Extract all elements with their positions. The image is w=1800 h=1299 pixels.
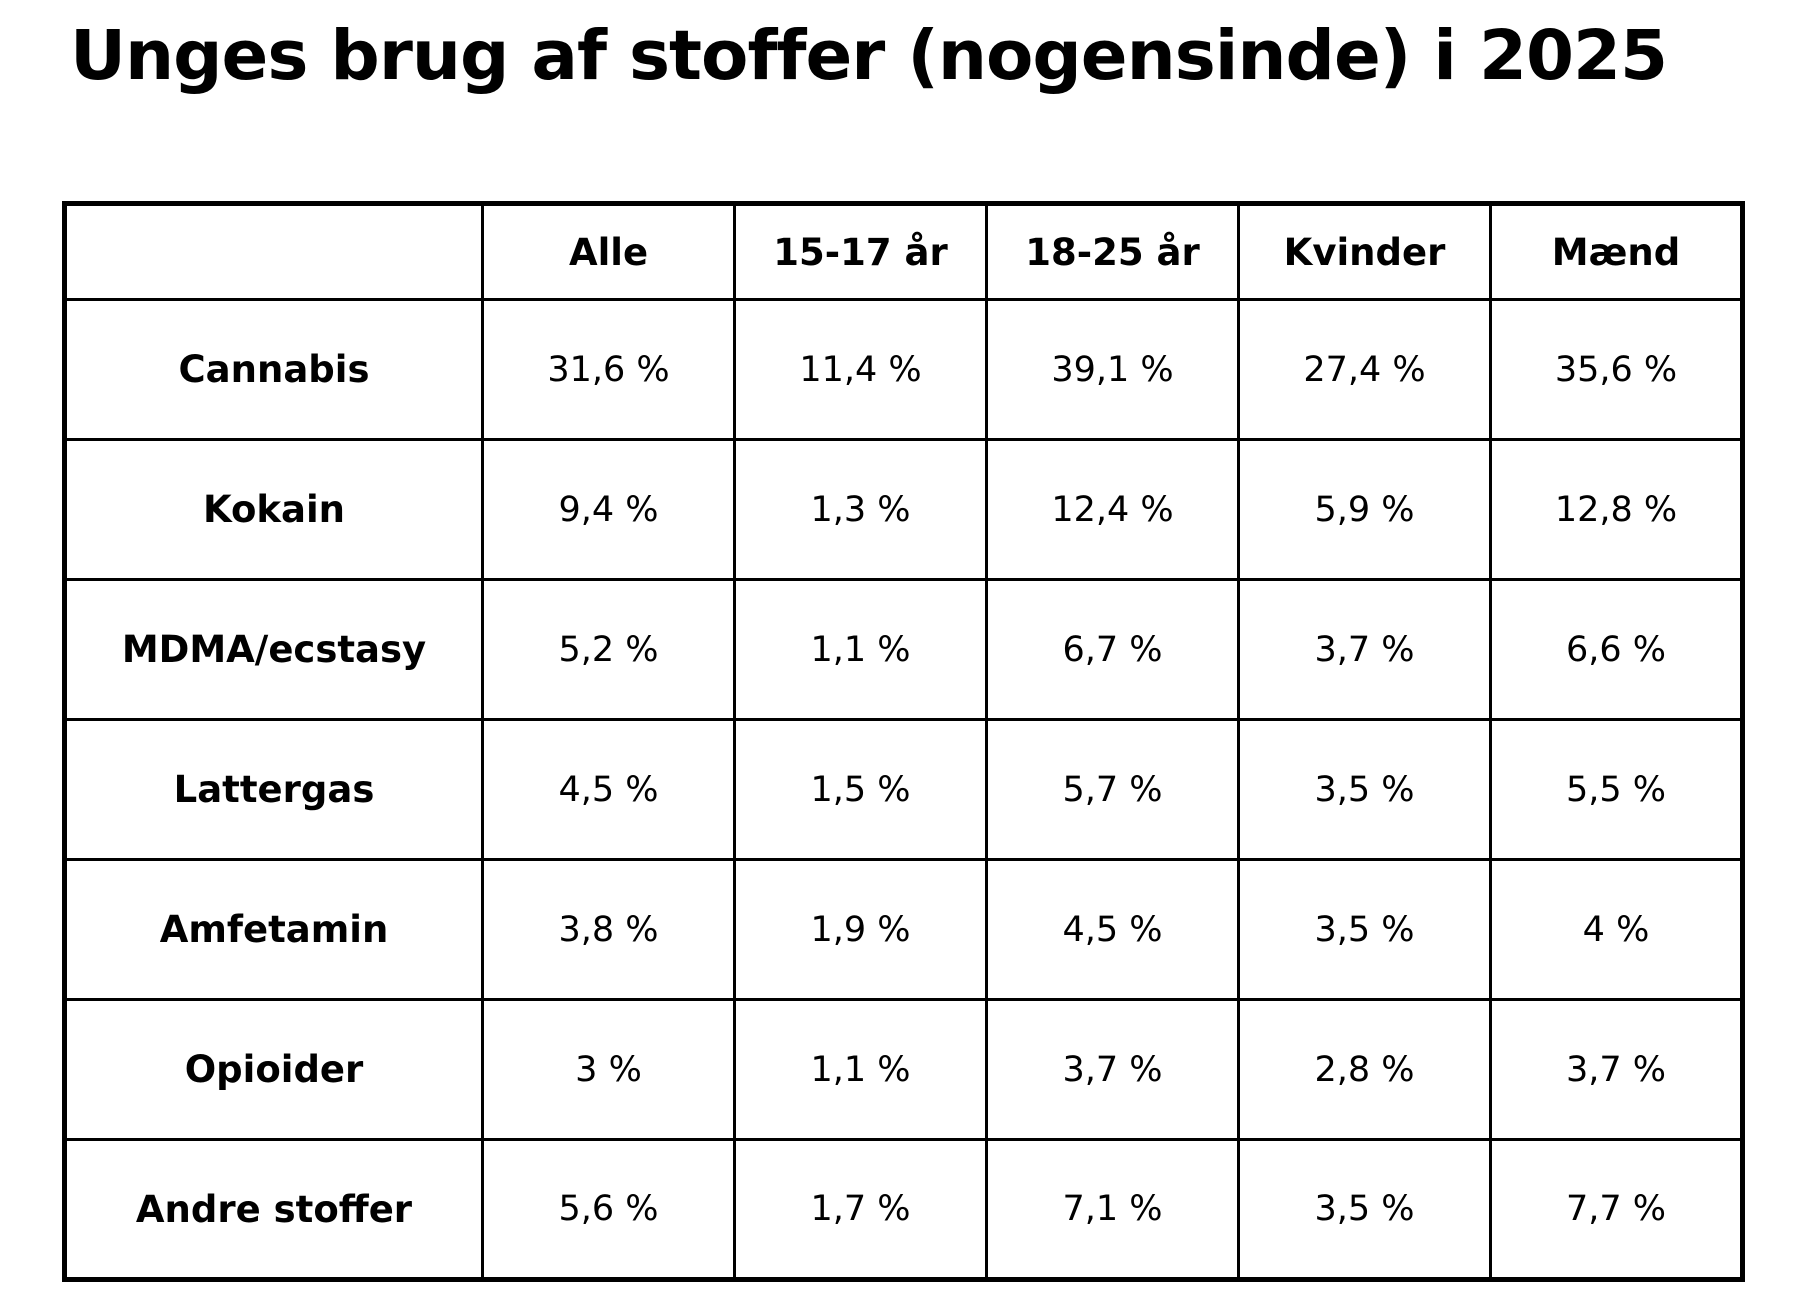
cell-value: 12,4 % [985,438,1240,581]
column-header-maend: Mænd [1489,202,1744,301]
column-header-15-17: 15-17 år [733,202,988,301]
cell-value: 31,6 % [481,298,736,441]
column-header-empty [63,202,484,301]
cell-value: 35,6 % [1489,298,1744,441]
column-header-kvinder: Kvinder [1237,202,1492,301]
cell-value: 39,1 % [985,298,1240,441]
row-label: MDMA/ecstasy [63,578,484,721]
cell-value: 2,8 % [1237,998,1492,1141]
row-label: Cannabis [63,298,484,441]
cell-value: 7,7 % [1489,1138,1744,1281]
cell-value: 11,4 % [733,298,988,441]
page-title: Unges brug af stoffer (nogensinde) i 202… [70,16,1668,96]
cell-value: 3,5 % [1237,1138,1492,1281]
cell-value: 5,5 % [1489,718,1744,861]
cell-value: 1,9 % [733,858,988,1001]
row-label: Kokain [63,438,484,581]
row-label: Andre stoffer [63,1138,484,1281]
cell-value: 3 % [481,998,736,1141]
cell-value: 7,1 % [985,1138,1240,1281]
table-row-cannabis: Cannabis 31,6 % 11,4 % 39,1 % 27,4 % 35,… [63,298,1744,441]
cell-value: 4 % [1489,858,1744,1001]
table-row-kokain: Kokain 9,4 % 1,3 % 12,4 % 5,9 % 12,8 % [63,438,1744,581]
table-row-opioider: Opioider 3 % 1,1 % 3,7 % 2,8 % 3,7 % [63,998,1744,1141]
cell-value: 6,7 % [985,578,1240,721]
cell-value: 1,1 % [733,998,988,1141]
row-label: Amfetamin [63,858,484,1001]
cell-value: 5,2 % [481,578,736,721]
cell-value: 1,3 % [733,438,988,581]
table-row-lattergas: Lattergas 4,5 % 1,5 % 5,7 % 3,5 % 5,5 % [63,718,1744,861]
table-row-andre-stoffer: Andre stoffer 5,6 % 1,7 % 7,1 % 3,5 % 7,… [63,1138,1744,1281]
cell-value: 4,5 % [985,858,1240,1001]
column-header-alle: Alle [481,202,736,301]
cell-value: 6,6 % [1489,578,1744,721]
table-row-mdma: MDMA/ecstasy 5,2 % 1,1 % 6,7 % 3,7 % 6,6… [63,578,1744,721]
cell-value: 1,1 % [733,578,988,721]
cell-value: 1,5 % [733,718,988,861]
column-header-18-25: 18-25 år [985,202,1240,301]
cell-value: 3,5 % [1237,858,1492,1001]
row-label: Lattergas [63,718,484,861]
cell-value: 3,8 % [481,858,736,1001]
cell-value: 1,7 % [733,1138,988,1281]
data-table: Alle 15-17 år 18-25 år Kvinder Mænd Cann… [62,201,1745,1282]
cell-value: 9,4 % [481,438,736,581]
cell-value: 5,9 % [1237,438,1492,581]
cell-value: 3,7 % [1237,578,1492,721]
header-row: Alle 15-17 år 18-25 år Kvinder Mænd [63,202,1744,301]
cell-value: 3,7 % [985,998,1240,1141]
cell-value: 5,6 % [481,1138,736,1281]
cell-value: 4,5 % [481,718,736,861]
cell-value: 3,5 % [1237,718,1492,861]
table-row-amfetamin: Amfetamin 3,8 % 1,9 % 4,5 % 3,5 % 4 % [63,858,1744,1001]
cell-value: 12,8 % [1489,438,1744,581]
row-label: Opioider [63,998,484,1141]
cell-value: 27,4 % [1237,298,1492,441]
cell-value: 5,7 % [985,718,1240,861]
cell-value: 3,7 % [1489,998,1744,1141]
